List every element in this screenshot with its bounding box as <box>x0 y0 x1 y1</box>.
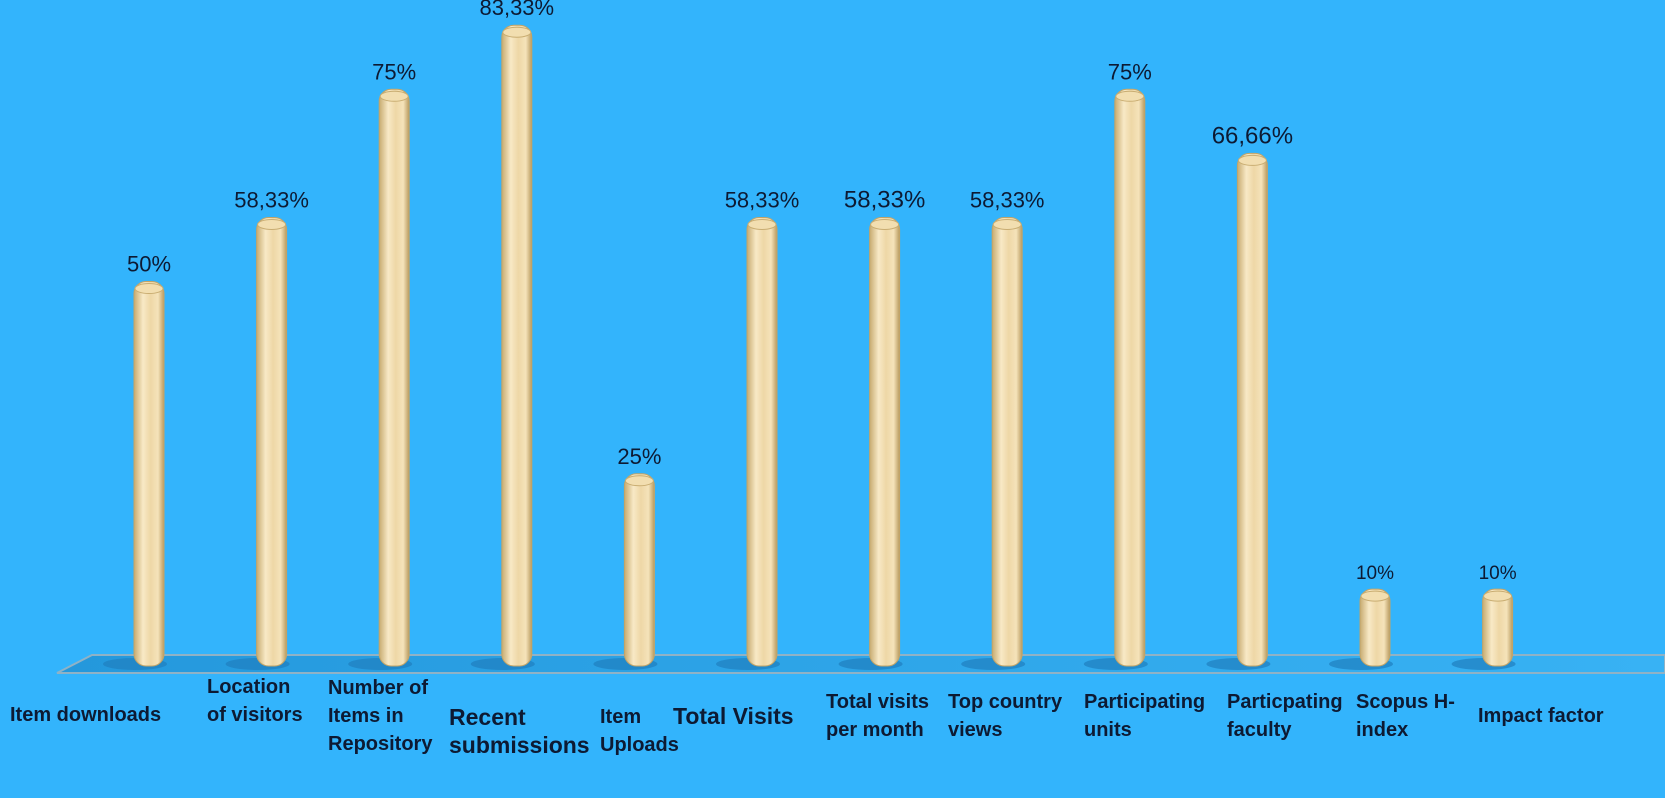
category-label: Scopus H- index <box>1356 691 1455 741</box>
category-label: Total Visits <box>673 703 794 729</box>
data-label: 10% <box>1479 563 1517 584</box>
category-label: Top country views <box>948 691 1063 741</box>
data-label: 83,33% <box>479 0 554 20</box>
bar <box>1236 152 1268 667</box>
data-label: 75% <box>372 59 416 84</box>
category-label: Item Uploads <box>600 706 679 756</box>
category-label: Location of visitors <box>207 676 303 726</box>
category-label: Number of Items in Repository <box>328 677 433 755</box>
data-label: 66,66% <box>1212 122 1293 149</box>
bar <box>1482 588 1514 667</box>
data-label: 58,33% <box>970 187 1045 212</box>
data-label: 75% <box>1108 59 1152 84</box>
bar <box>746 216 778 667</box>
category-label: Particpating faculty <box>1227 691 1343 741</box>
data-label: 58,33% <box>725 187 800 212</box>
category-label: Impact factor <box>1478 705 1604 727</box>
bar <box>378 88 410 667</box>
bar <box>623 473 655 667</box>
bar <box>256 216 288 667</box>
data-label: 10% <box>1356 563 1394 584</box>
bar <box>133 281 165 667</box>
data-label: 58,33% <box>844 186 925 213</box>
bar <box>1114 88 1146 667</box>
bar <box>991 216 1023 667</box>
bar <box>1359 588 1391 667</box>
category-label: Total visits per month <box>826 691 929 741</box>
category-label: Item downloads <box>10 704 162 726</box>
data-label: 25% <box>617 444 661 469</box>
category-label: Participating units <box>1084 691 1206 741</box>
bar <box>869 216 901 667</box>
category-label: Recent submissions <box>449 704 590 758</box>
data-label: 50% <box>127 252 171 277</box>
data-label: 58,33% <box>234 187 309 212</box>
bar <box>501 24 533 667</box>
